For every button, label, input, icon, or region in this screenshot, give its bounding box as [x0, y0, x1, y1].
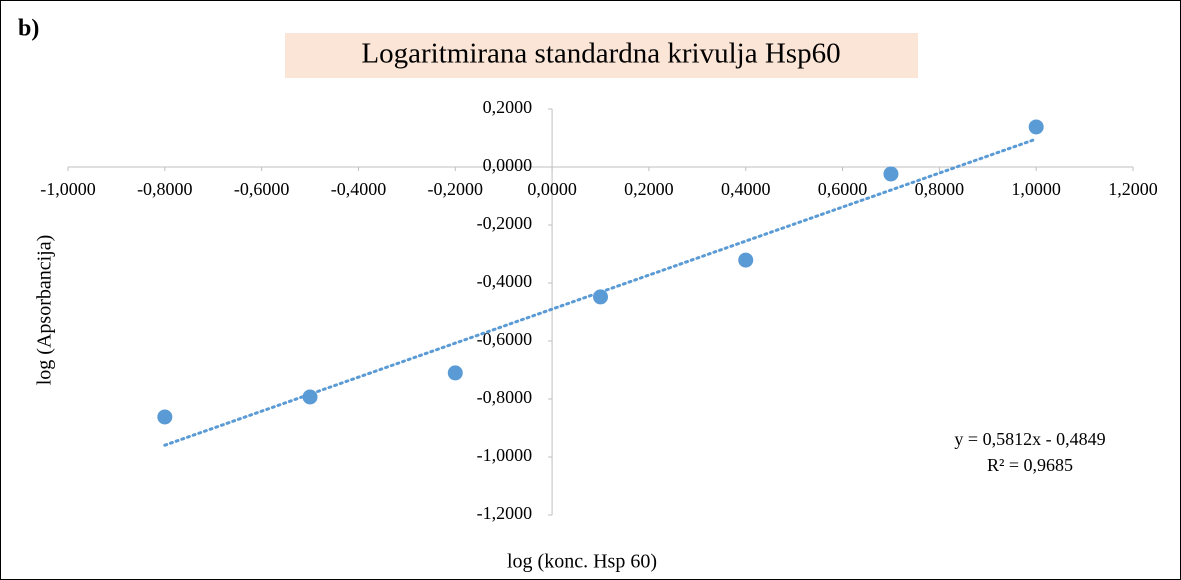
x-axis-title: log (konc. Hsp 60): [507, 551, 657, 573]
x-tick-label: 0,8000: [915, 179, 965, 199]
y-tick-label: -0,2000: [477, 213, 533, 233]
y-axis-title: log (Apsorbancija): [34, 235, 56, 386]
x-tick-label: -0,2000: [428, 179, 484, 199]
x-tick-label: 0,0000: [527, 179, 577, 199]
panel-label: b): [18, 16, 39, 42]
x-tick-label: -0,6000: [234, 179, 290, 199]
data-point: [883, 166, 899, 182]
y-tick-label: -0,4000: [477, 271, 533, 291]
equation: y = 0,5812x - 0,4849: [954, 429, 1105, 449]
x-tick-label: -0,8000: [137, 179, 193, 199]
x-tick-label: -1,0000: [40, 179, 96, 199]
x-tick-label: 0,2000: [624, 179, 674, 199]
x-tick-label: 0,4000: [721, 179, 771, 199]
x-tick-label: 1,0000: [1011, 179, 1061, 199]
y-tick-label: -1,0000: [477, 445, 533, 465]
y-tick-label: 0,0000: [483, 155, 533, 175]
x-tick-label: -0,4000: [331, 179, 387, 199]
data-point: [738, 252, 754, 268]
chart-title: Logaritmirana standardna krivulja Hsp60: [361, 38, 840, 70]
x-tick-label: 0,6000: [818, 179, 868, 199]
r-squared: R² = 0,9685: [987, 455, 1073, 475]
y-tick-label: -0,6000: [477, 329, 533, 349]
y-tick-label: 0,2000: [483, 97, 533, 117]
y-tick-label: -1,2000: [477, 503, 533, 523]
data-point: [593, 289, 608, 305]
y-tick-label: -0,8000: [477, 387, 533, 407]
data-point: [447, 365, 463, 381]
x-tick-label: 1,2000: [1108, 179, 1158, 199]
data-point: [302, 389, 318, 405]
data-point: [157, 409, 173, 425]
data-point: [1028, 119, 1044, 135]
title-background: [285, 33, 918, 78]
